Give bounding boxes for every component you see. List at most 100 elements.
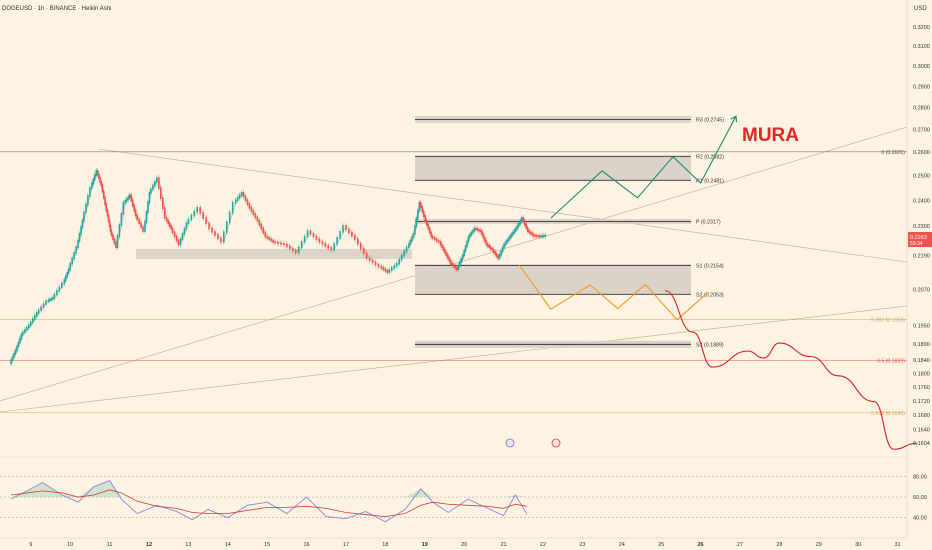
candle-body (470, 231, 473, 236)
symbol-title: DOGEUSD · 1h · BINANCE · Heikin Ashi (2, 6, 111, 12)
candle-body (256, 216, 259, 222)
rising-trendline (0, 126, 908, 402)
event-icon-a[interactable] (505, 438, 515, 448)
candle-body (425, 219, 428, 226)
candle-body (451, 262, 454, 266)
candle-body (272, 239, 274, 243)
candle-body (454, 265, 457, 269)
candle-body (170, 225, 172, 230)
candle-body (248, 203, 251, 209)
time-tick-5: 14 (225, 542, 231, 548)
candle-body (339, 231, 341, 239)
candle-body (494, 251, 496, 255)
candle-body (280, 242, 282, 245)
time-tick-20: 29 (816, 542, 822, 548)
candle-body (479, 229, 482, 232)
candle-body (342, 225, 344, 233)
candle-body (53, 293, 56, 299)
candle-body (412, 232, 415, 238)
candle-body (415, 217, 418, 227)
candle-body (439, 240, 442, 246)
candle-body (109, 225, 112, 232)
candle-body (179, 238, 182, 246)
candle-body (512, 231, 514, 236)
candle-body (66, 272, 69, 278)
candle-body (250, 207, 253, 212)
pivot-label-3: P (0.2317) (696, 219, 721, 225)
event-icons[interactable] (505, 438, 561, 448)
candle-body (351, 231, 353, 237)
candle-body (91, 182, 93, 189)
time-tick-1: 10 (67, 542, 73, 548)
bullish-arrowhead (730, 115, 738, 123)
candle-body (362, 247, 365, 255)
candle-body (461, 254, 464, 260)
candle-body (286, 243, 288, 248)
candle-body (430, 231, 432, 238)
candle-body (489, 246, 492, 250)
candle-body (60, 282, 63, 288)
candle-body (519, 219, 522, 225)
candle-body (73, 251, 75, 260)
price-tick-8: 0.2400 (913, 198, 930, 204)
candle-body (368, 257, 371, 262)
trend-lines (0, 126, 908, 413)
time-tick-18: 27 (737, 542, 743, 548)
candle-body (359, 243, 362, 250)
current-price-countdown: 53:34 (910, 241, 923, 247)
candle-body (45, 300, 47, 305)
bearish-projection (664, 290, 918, 450)
candle-body (431, 235, 434, 239)
pivot-label-5: S2 (0.2053) (696, 292, 724, 298)
candle-body (403, 250, 405, 257)
candle-body (458, 261, 461, 267)
candle-body (95, 170, 98, 176)
candle-body (393, 264, 396, 269)
candle-body (417, 209, 419, 220)
candle-body (75, 246, 77, 254)
candle-body (495, 253, 498, 257)
candle-body (158, 177, 160, 189)
candle-body (467, 235, 470, 242)
price-tick-16: 0.1760 (913, 385, 930, 391)
time-tick-11: 20 (461, 542, 467, 548)
time-tick-17: 26 (697, 542, 703, 548)
candle-body (537, 235, 539, 238)
candle-body (99, 177, 101, 183)
candle-body (463, 249, 465, 257)
candle-body (503, 243, 505, 249)
candle-body (455, 267, 458, 271)
candle-body (492, 249, 495, 253)
candle-body (491, 247, 494, 251)
candle-body (175, 235, 178, 242)
candle-body (165, 217, 168, 222)
rsi-ma-line (11, 489, 528, 518)
candle-body (543, 235, 545, 237)
candle-body (115, 242, 117, 248)
candle-body (19, 337, 21, 344)
event-icon-b[interactable] (551, 438, 561, 448)
candle-body (386, 269, 389, 273)
candle-body (497, 255, 499, 259)
candle-body (487, 243, 489, 247)
candle-body (47, 299, 50, 302)
candle-body (437, 239, 440, 243)
candle-body (98, 173, 100, 179)
candle-body (384, 268, 387, 272)
candle-body (118, 224, 121, 237)
price-tick-17: 0.1720 (913, 399, 930, 405)
candle-body (26, 326, 28, 331)
candle-body (382, 267, 385, 271)
candle-body (464, 245, 467, 252)
candle-body (390, 267, 393, 271)
fib-label-1: 0.382 (0.1968) (871, 318, 905, 324)
candle-body (202, 212, 204, 219)
candle-body (120, 213, 123, 226)
pivot-levels: R3 (0.2745) R2 (0.2582) R1 (0.2481) P (0.23… (415, 115, 724, 348)
candle-body (27, 324, 30, 329)
candle-body (411, 236, 413, 242)
candle-body (444, 249, 446, 254)
candle-body (400, 254, 403, 261)
candle-body (427, 223, 430, 230)
